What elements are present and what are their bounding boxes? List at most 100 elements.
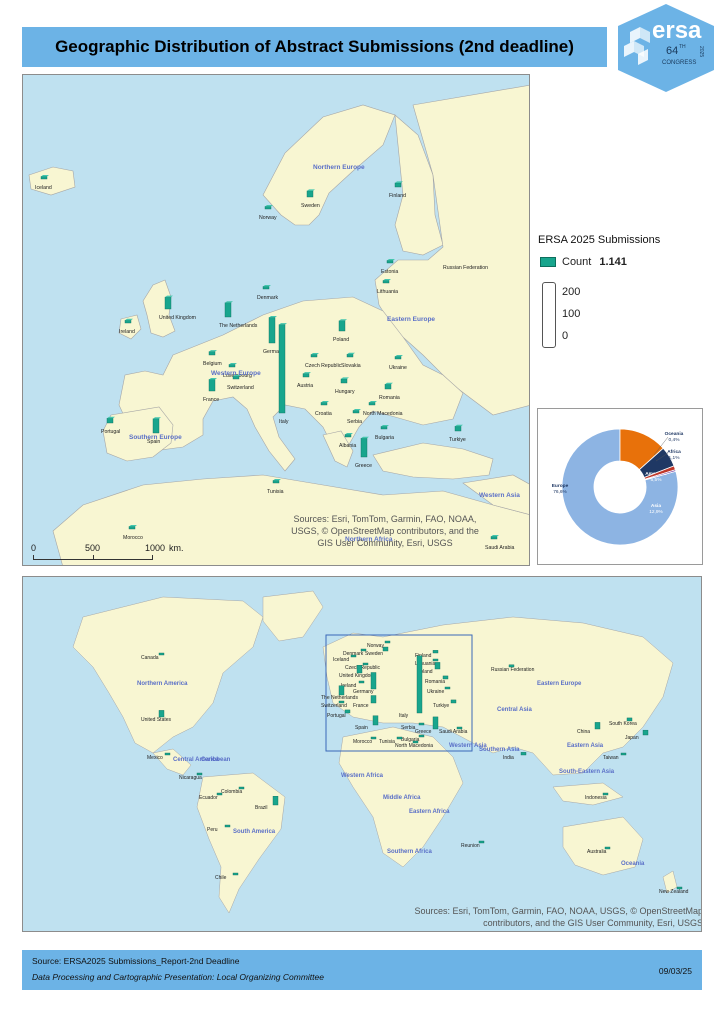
legend-title: ERSA 2025 Submissions: [538, 234, 661, 246]
cube-icon: [630, 27, 640, 43]
world-country-label-lithuania: Lithuania: [415, 661, 436, 667]
world-country-label-canada: Canada: [141, 655, 159, 661]
bar-italy: [278, 324, 286, 414]
world-bar-saudi-arabia: [456, 726, 463, 730]
world-bar-australia: [604, 846, 611, 850]
bar-belgium: [208, 351, 216, 356]
bar-top-spain: [153, 417, 161, 419]
bar-top-hungary: [341, 377, 349, 379]
world-country-label-switzerland: Switzerland: [321, 703, 347, 709]
country-label-italy: Italy: [279, 419, 289, 425]
country-label-estonia: Estonia: [381, 269, 398, 275]
world-map-sources: Sources: Esri, TomTom, Garmin, FAO, NOAA…: [414, 906, 702, 928]
bar-top-lithuania: [383, 279, 391, 281]
country-label-morocco: Morocco: [123, 535, 143, 541]
bar-top-serbia: [353, 409, 361, 411]
country-label-greece: Greece: [355, 463, 372, 469]
bar-top-finland: [395, 181, 403, 183]
donut-label-asia-value: 12,9%: [649, 509, 663, 515]
bar-poland: [338, 320, 346, 332]
legend: ERSA 2025 Submissions Count 1.141 200 10…: [538, 234, 708, 364]
world-country-label-reunion: Reunion: [461, 843, 480, 849]
country-label-bulgaria: Bulgaria: [375, 435, 394, 441]
world-bar-italy: [416, 655, 423, 714]
country-label-poland: Poland: [333, 337, 349, 343]
greece-shape: [322, 430, 354, 468]
world-map[interactable]: Canada United States Mexico Nicaragua Ecuado…: [22, 576, 702, 932]
country-label-norway: Norway: [259, 215, 277, 221]
world-bar-denmark: [360, 648, 367, 652]
world-country-label-south-korea: South Korea: [609, 721, 637, 727]
region-label-northern-europe: Northern Europe: [313, 164, 365, 171]
region-label-northern-africa: Northern Africa: [345, 536, 393, 543]
footer-processing: Data Processing and Cartographic Present…: [32, 972, 324, 982]
scale-bar: 0 500 1000 km.: [29, 543, 229, 563]
bar-slovakia: [346, 354, 354, 358]
world-bar-ukraine: [444, 686, 451, 690]
country-label-ukraine: Ukraine: [389, 365, 407, 371]
country-label-belgium: Belgium: [203, 361, 222, 367]
world-country-label-tunisia: Tunisia: [379, 739, 395, 745]
cube-icon: [624, 41, 634, 57]
world-bar-chile: [232, 872, 239, 876]
bar-top-france: [209, 377, 217, 380]
donut-label-europe: Europe: [552, 483, 569, 489]
world-country-label-nicaragua: Nicaragua: [179, 775, 202, 781]
world-region-label-middle-africa: Middle Africa: [383, 795, 421, 801]
world-country-label-spain: Spain: [355, 725, 368, 731]
world-bar-serbia: [418, 722, 425, 726]
country-label-croatia: Croatia: [315, 411, 332, 417]
world-country-label-denmark: Denmark: [343, 651, 364, 657]
world-bar-china: [594, 722, 601, 730]
world-bar-colombia: [238, 786, 245, 790]
country-label-albania: Albania: [339, 443, 356, 449]
bar-germany: [268, 317, 276, 344]
country-label-ireland: Ireland: [119, 329, 135, 335]
world-bar-france: [370, 695, 377, 704]
legend-key-200: 200: [562, 286, 581, 298]
world-country-label-colombia: Colombia: [221, 789, 242, 795]
donut-label-oceania: Oceania: [665, 431, 684, 437]
bar-top-norway: [265, 205, 273, 207]
world-country-label-saudi-arabia: Saudi Arabia: [439, 729, 468, 735]
north-america-shape: [72, 596, 264, 754]
ireland-shape: [118, 314, 142, 340]
country-label-france: France: [203, 397, 219, 403]
world-country-label-turkiye: Turkiye: [433, 703, 449, 709]
world-bar-nicaragua: [196, 772, 203, 776]
world-country-label-iceland: Iceland: [333, 657, 349, 663]
world-country-label-serbia: Serbia: [401, 725, 416, 731]
bar-estonia: [386, 260, 394, 264]
logo-word: CONGRESS: [662, 60, 696, 66]
europe-map[interactable]: Iceland Sweden Finland Norway Estonia Denmark…: [22, 74, 530, 566]
world-country-label-sweden: Sweden: [365, 651, 383, 657]
world-country-label-australia: Australia: [587, 849, 607, 855]
ersa-logo: ersa 64 TH CONGRESS 2025: [614, 2, 718, 94]
world-country-label-japan: Japan: [625, 735, 639, 741]
world-bar-greece: [432, 716, 439, 730]
bar-norway: [264, 206, 272, 210]
donut-leader-oceania: [653, 436, 669, 456]
world-bar-ecuador: [216, 792, 223, 796]
world-country-label-romania: Romania: [425, 679, 445, 685]
bar-north-macedonia: [368, 402, 376, 406]
donut-slice-oceania: [644, 469, 677, 481]
world-region-label-central-asia: Central Asia: [497, 707, 532, 713]
world-region-label-southern-africa: Southern Africa: [387, 849, 432, 855]
world-region-label-eastern-africa: Eastern Africa: [409, 809, 450, 815]
bar-top-north-macedonia: [369, 401, 377, 403]
world-country-label-ireland: Ireland: [341, 683, 357, 689]
world-region-label-eastern-europe: Eastern Europe: [537, 681, 582, 687]
world-bar-mexico: [164, 752, 171, 756]
scandinavia-shape: [262, 104, 396, 226]
country-label-slovakia: Slovakia: [341, 363, 361, 369]
bar-tunisia: [272, 480, 280, 484]
world-country-label-chile: Chile: [215, 875, 227, 881]
donut-label-asia: Asia: [651, 503, 661, 509]
world-country-label-portugal: Portugal: [327, 713, 346, 719]
logo-edition: 64: [666, 45, 678, 57]
world-bar-switzerland: [338, 700, 345, 704]
country-label-hungary: Hungary: [335, 389, 355, 395]
world-country-label-north-macedonia: North Macedonia: [395, 743, 433, 749]
bar-top-croatia: [321, 401, 329, 403]
